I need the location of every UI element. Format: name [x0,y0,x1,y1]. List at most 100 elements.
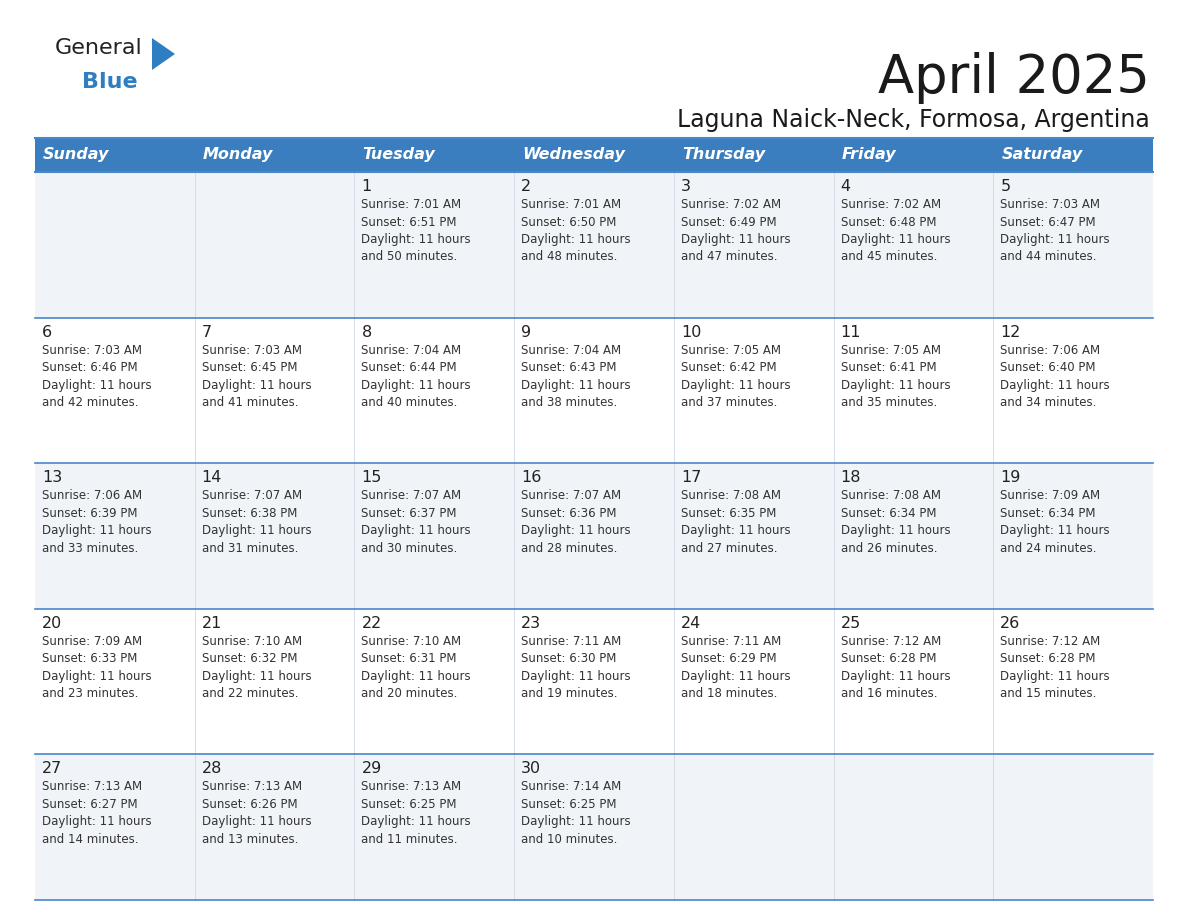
Text: Saturday: Saturday [1001,148,1082,162]
Text: Sunrise: 7:06 AM
Sunset: 6:39 PM
Daylight: 11 hours
and 33 minutes.: Sunrise: 7:06 AM Sunset: 6:39 PM Dayligh… [42,489,152,554]
Text: Sunrise: 7:09 AM
Sunset: 6:33 PM
Daylight: 11 hours
and 23 minutes.: Sunrise: 7:09 AM Sunset: 6:33 PM Dayligh… [42,635,152,700]
Text: Tuesday: Tuesday [362,148,435,162]
Text: Sunrise: 7:05 AM
Sunset: 6:41 PM
Daylight: 11 hours
and 35 minutes.: Sunrise: 7:05 AM Sunset: 6:41 PM Dayligh… [841,343,950,409]
Text: Wednesday: Wednesday [523,148,625,162]
Bar [195,464,354,609]
Text: Sunrise: 7:09 AM
Sunset: 6:34 PM
Daylight: 11 hours
and 24 minutes.: Sunrise: 7:09 AM Sunset: 6:34 PM Dayligh… [1000,489,1110,554]
Text: 6: 6 [42,325,52,340]
Bar [674,172,834,318]
Bar [354,464,514,609]
Text: General: General [55,38,143,58]
Bar [354,755,514,900]
Text: 16: 16 [522,470,542,486]
Text: 26: 26 [1000,616,1020,631]
Text: 23: 23 [522,616,542,631]
Text: 3: 3 [681,179,691,194]
Text: Sunrise: 7:11 AM
Sunset: 6:29 PM
Daylight: 11 hours
and 18 minutes.: Sunrise: 7:11 AM Sunset: 6:29 PM Dayligh… [681,635,790,700]
Text: 14: 14 [202,470,222,486]
Text: Sunrise: 7:01 AM
Sunset: 6:50 PM
Daylight: 11 hours
and 48 minutes.: Sunrise: 7:01 AM Sunset: 6:50 PM Dayligh… [522,198,631,263]
Text: Sunrise: 7:02 AM
Sunset: 6:49 PM
Daylight: 11 hours
and 47 minutes.: Sunrise: 7:02 AM Sunset: 6:49 PM Dayligh… [681,198,790,263]
Bar [514,138,674,172]
Text: Sunrise: 7:10 AM
Sunset: 6:32 PM
Daylight: 11 hours
and 22 minutes.: Sunrise: 7:10 AM Sunset: 6:32 PM Dayligh… [202,635,311,700]
Bar [34,609,195,755]
Text: 1: 1 [361,179,372,194]
Bar [195,172,354,318]
Bar [993,138,1154,172]
Text: 9: 9 [522,325,531,340]
Bar [674,755,834,900]
Text: 27: 27 [42,761,62,777]
Bar [514,172,674,318]
Text: Sunrise: 7:04 AM
Sunset: 6:44 PM
Daylight: 11 hours
and 40 minutes.: Sunrise: 7:04 AM Sunset: 6:44 PM Dayligh… [361,343,472,409]
Bar [993,172,1154,318]
Text: Monday: Monday [203,148,273,162]
Bar [834,464,993,609]
Text: Sunrise: 7:13 AM
Sunset: 6:26 PM
Daylight: 11 hours
and 13 minutes.: Sunrise: 7:13 AM Sunset: 6:26 PM Dayligh… [202,780,311,845]
Polygon shape [152,38,175,70]
Text: 12: 12 [1000,325,1020,340]
Bar [834,755,993,900]
Text: Sunrise: 7:07 AM
Sunset: 6:38 PM
Daylight: 11 hours
and 31 minutes.: Sunrise: 7:07 AM Sunset: 6:38 PM Dayligh… [202,489,311,554]
Text: 29: 29 [361,761,381,777]
Text: Sunrise: 7:10 AM
Sunset: 6:31 PM
Daylight: 11 hours
and 20 minutes.: Sunrise: 7:10 AM Sunset: 6:31 PM Dayligh… [361,635,472,700]
Text: 4: 4 [841,179,851,194]
Bar [354,172,514,318]
Text: Sunrise: 7:13 AM
Sunset: 6:27 PM
Daylight: 11 hours
and 14 minutes.: Sunrise: 7:13 AM Sunset: 6:27 PM Dayligh… [42,780,152,845]
Text: 5: 5 [1000,179,1011,194]
Bar [514,755,674,900]
Text: Friday: Friday [841,148,896,162]
Text: Sunrise: 7:14 AM
Sunset: 6:25 PM
Daylight: 11 hours
and 10 minutes.: Sunrise: 7:14 AM Sunset: 6:25 PM Dayligh… [522,780,631,845]
Text: Sunrise: 7:03 AM
Sunset: 6:46 PM
Daylight: 11 hours
and 42 minutes.: Sunrise: 7:03 AM Sunset: 6:46 PM Dayligh… [42,343,152,409]
Text: Sunrise: 7:05 AM
Sunset: 6:42 PM
Daylight: 11 hours
and 37 minutes.: Sunrise: 7:05 AM Sunset: 6:42 PM Dayligh… [681,343,790,409]
Text: 17: 17 [681,470,701,486]
Bar [993,318,1154,464]
Text: 28: 28 [202,761,222,777]
Bar [993,609,1154,755]
Text: 7: 7 [202,325,211,340]
Text: 11: 11 [841,325,861,340]
Bar [195,755,354,900]
Text: Laguna Naick-Neck, Formosa, Argentina: Laguna Naick-Neck, Formosa, Argentina [677,108,1150,132]
Bar [34,138,195,172]
Text: 19: 19 [1000,470,1020,486]
Bar [674,318,834,464]
Bar [34,464,195,609]
Bar [34,318,195,464]
Text: Sunrise: 7:12 AM
Sunset: 6:28 PM
Daylight: 11 hours
and 16 minutes.: Sunrise: 7:12 AM Sunset: 6:28 PM Dayligh… [841,635,950,700]
Bar [195,318,354,464]
Bar [674,138,834,172]
Text: Sunrise: 7:04 AM
Sunset: 6:43 PM
Daylight: 11 hours
and 38 minutes.: Sunrise: 7:04 AM Sunset: 6:43 PM Dayligh… [522,343,631,409]
Bar [674,464,834,609]
Text: Sunrise: 7:12 AM
Sunset: 6:28 PM
Daylight: 11 hours
and 15 minutes.: Sunrise: 7:12 AM Sunset: 6:28 PM Dayligh… [1000,635,1110,700]
Text: Sunrise: 7:01 AM
Sunset: 6:51 PM
Daylight: 11 hours
and 50 minutes.: Sunrise: 7:01 AM Sunset: 6:51 PM Dayligh… [361,198,472,263]
Bar [354,318,514,464]
Bar [195,609,354,755]
Bar [34,172,195,318]
Text: Blue: Blue [82,72,138,92]
Text: Sunrise: 7:02 AM
Sunset: 6:48 PM
Daylight: 11 hours
and 45 minutes.: Sunrise: 7:02 AM Sunset: 6:48 PM Dayligh… [841,198,950,263]
Text: 10: 10 [681,325,701,340]
Text: Sunrise: 7:06 AM
Sunset: 6:40 PM
Daylight: 11 hours
and 34 minutes.: Sunrise: 7:06 AM Sunset: 6:40 PM Dayligh… [1000,343,1110,409]
Text: 8: 8 [361,325,372,340]
Text: Sunday: Sunday [43,148,109,162]
Bar [834,138,993,172]
Bar [514,609,674,755]
Bar [195,138,354,172]
Text: Thursday: Thursday [682,148,765,162]
Text: 21: 21 [202,616,222,631]
Bar [834,318,993,464]
Text: 22: 22 [361,616,381,631]
Bar [514,464,674,609]
Text: Sunrise: 7:07 AM
Sunset: 6:36 PM
Daylight: 11 hours
and 28 minutes.: Sunrise: 7:07 AM Sunset: 6:36 PM Dayligh… [522,489,631,554]
Text: Sunrise: 7:03 AM
Sunset: 6:45 PM
Daylight: 11 hours
and 41 minutes.: Sunrise: 7:03 AM Sunset: 6:45 PM Dayligh… [202,343,311,409]
Bar [514,318,674,464]
Text: April 2025: April 2025 [878,52,1150,104]
Text: 30: 30 [522,761,542,777]
Bar [834,609,993,755]
Bar [674,609,834,755]
Text: Sunrise: 7:11 AM
Sunset: 6:30 PM
Daylight: 11 hours
and 19 minutes.: Sunrise: 7:11 AM Sunset: 6:30 PM Dayligh… [522,635,631,700]
Text: 15: 15 [361,470,381,486]
Text: 18: 18 [841,470,861,486]
Text: 13: 13 [42,470,62,486]
Text: 2: 2 [522,179,531,194]
